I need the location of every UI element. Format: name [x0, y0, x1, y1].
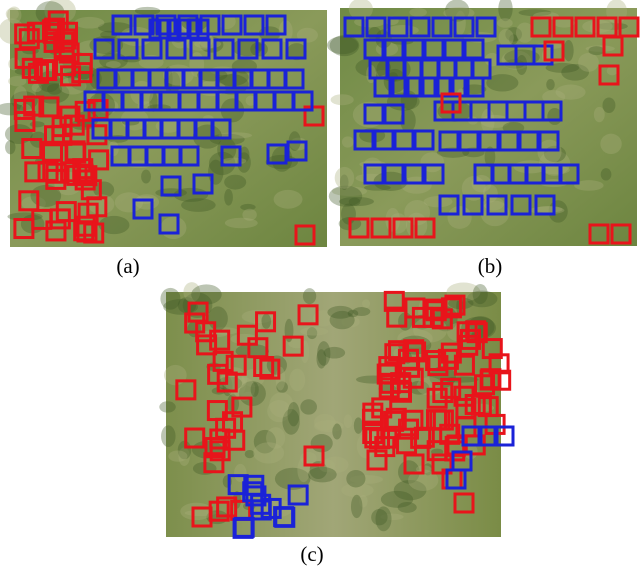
texture	[289, 369, 305, 392]
panel-label: (b)	[478, 254, 503, 278]
texture	[161, 425, 176, 447]
texture	[161, 216, 187, 239]
texture	[498, 29, 513, 47]
texture	[287, 402, 299, 426]
texture	[589, 46, 605, 55]
texture	[300, 399, 317, 414]
texture	[594, 107, 605, 122]
texture	[409, 8, 427, 17]
texture	[330, 311, 355, 329]
texture	[607, 66, 618, 75]
texture	[497, 18, 513, 28]
texture	[180, 503, 212, 520]
texture	[342, 136, 354, 147]
texture	[354, 417, 363, 434]
texture	[564, 40, 574, 61]
texture	[344, 414, 353, 428]
texture	[115, 192, 143, 212]
texture	[447, 206, 471, 229]
panel-b	[327, 0, 638, 246]
panel-label: (a)	[116, 254, 139, 278]
texture	[191, 284, 222, 304]
texture	[535, 206, 562, 213]
texture	[398, 502, 417, 513]
texture	[15, 68, 37, 75]
texture	[314, 414, 335, 431]
texture	[135, 7, 160, 15]
figure: (a) (b) (c)	[0, 0, 642, 568]
texture	[424, 196, 453, 207]
texture	[600, 134, 621, 154]
texture	[222, 158, 247, 165]
texture	[323, 347, 345, 359]
texture	[308, 467, 337, 482]
texture	[225, 218, 258, 229]
texture	[327, 36, 358, 54]
texture	[375, 506, 391, 531]
texture	[546, 79, 555, 90]
texture	[261, 314, 271, 329]
texture	[274, 190, 303, 209]
texture	[362, 299, 370, 308]
texture	[303, 288, 316, 304]
texture	[331, 94, 354, 105]
texture	[245, 450, 255, 458]
texture	[346, 470, 365, 487]
texture	[578, 53, 599, 72]
texture	[300, 327, 328, 335]
panel-c	[159, 282, 513, 537]
texture	[224, 175, 246, 190]
texture	[224, 189, 233, 206]
texture	[339, 197, 374, 206]
texture	[74, 17, 104, 29]
panel-label: (c)	[300, 542, 323, 566]
texture	[159, 401, 175, 412]
texture	[389, 213, 407, 233]
texture	[335, 167, 355, 189]
texture	[168, 450, 187, 461]
texture	[47, 84, 62, 95]
texture	[253, 442, 284, 463]
texture	[251, 382, 259, 397]
panel-a	[0, 0, 327, 247]
texture	[386, 25, 418, 35]
texture	[602, 98, 615, 114]
texture	[351, 495, 362, 518]
texture	[108, 141, 119, 156]
texture	[141, 170, 151, 184]
texture	[285, 319, 294, 343]
texture	[601, 168, 612, 180]
texture	[473, 284, 488, 304]
texture	[30, 121, 45, 127]
